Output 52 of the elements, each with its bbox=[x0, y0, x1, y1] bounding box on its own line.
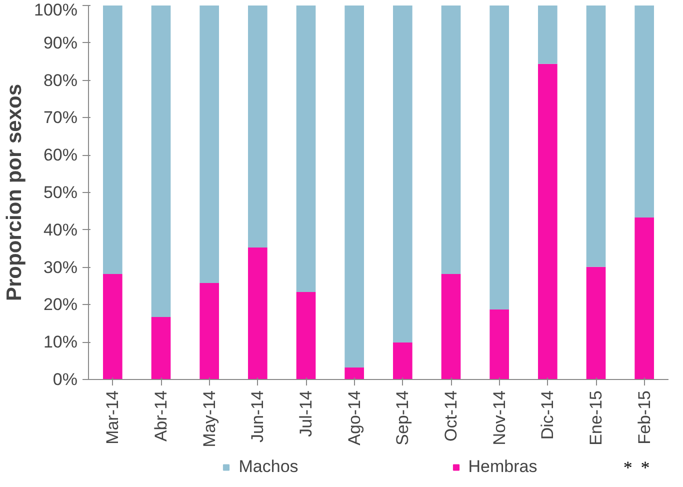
bar bbox=[151, 317, 171, 380]
x-tick-label: Abr-14 bbox=[152, 390, 170, 442]
y-tick-label: 50% bbox=[43, 183, 78, 202]
bar bbox=[441, 274, 461, 380]
y-tick-label: 70% bbox=[43, 108, 78, 128]
bar bbox=[344, 6, 364, 368]
bar bbox=[151, 6, 171, 318]
x-tick-label: Jul-14 bbox=[296, 390, 316, 437]
bar bbox=[200, 283, 219, 380]
legend-label: Machos bbox=[238, 457, 298, 477]
bar bbox=[586, 266, 606, 380]
bar bbox=[393, 342, 412, 380]
x-tick-label: Jun-14 bbox=[248, 390, 268, 442]
bar bbox=[248, 6, 268, 248]
x-tick-label: Dic-14 bbox=[538, 390, 558, 440]
x-tick-label: Ene-15 bbox=[586, 390, 606, 446]
text: * bbox=[640, 458, 650, 478]
bar bbox=[200, 6, 219, 284]
bar bbox=[296, 292, 316, 380]
y-axis-title: Proporcion por sexos bbox=[3, 84, 26, 302]
bar bbox=[538, 6, 558, 64]
y-tick-label: 60% bbox=[43, 146, 78, 165]
x-tick-label: Sep-14 bbox=[393, 390, 412, 446]
bar bbox=[344, 368, 364, 380]
y-tick-label: 10% bbox=[43, 332, 78, 352]
y-tick-label: 90% bbox=[43, 33, 78, 52]
x-tick-label: Nov-14 bbox=[490, 390, 509, 446]
x-tick-label: Oct-14 bbox=[442, 390, 460, 442]
bar bbox=[441, 6, 461, 274]
x-tick-label: Ago-14 bbox=[344, 390, 364, 446]
y-tick-label: 0% bbox=[52, 370, 78, 389]
x-tick-label: May-14 bbox=[200, 390, 219, 448]
bar bbox=[538, 64, 558, 380]
bar bbox=[490, 6, 509, 310]
y-tick-label: 100% bbox=[34, 0, 78, 20]
y-tick-label: 20% bbox=[43, 295, 78, 314]
legend-label: Hembras bbox=[468, 457, 538, 477]
bar bbox=[586, 6, 606, 267]
bar bbox=[248, 247, 268, 380]
bar bbox=[393, 6, 412, 342]
bar bbox=[296, 6, 316, 292]
bar bbox=[103, 274, 122, 380]
bar bbox=[634, 6, 654, 218]
bar bbox=[103, 6, 122, 274]
y-tick-label: 30% bbox=[43, 258, 78, 277]
bar bbox=[634, 218, 654, 380]
x-tick-label: Feb-15 bbox=[634, 390, 654, 444]
text: * bbox=[623, 458, 632, 478]
bar bbox=[490, 310, 509, 380]
y-tick-label: 40% bbox=[43, 220, 78, 240]
y-tick-label: 80% bbox=[43, 70, 78, 90]
x-tick-label: Mar-14 bbox=[103, 390, 122, 444]
